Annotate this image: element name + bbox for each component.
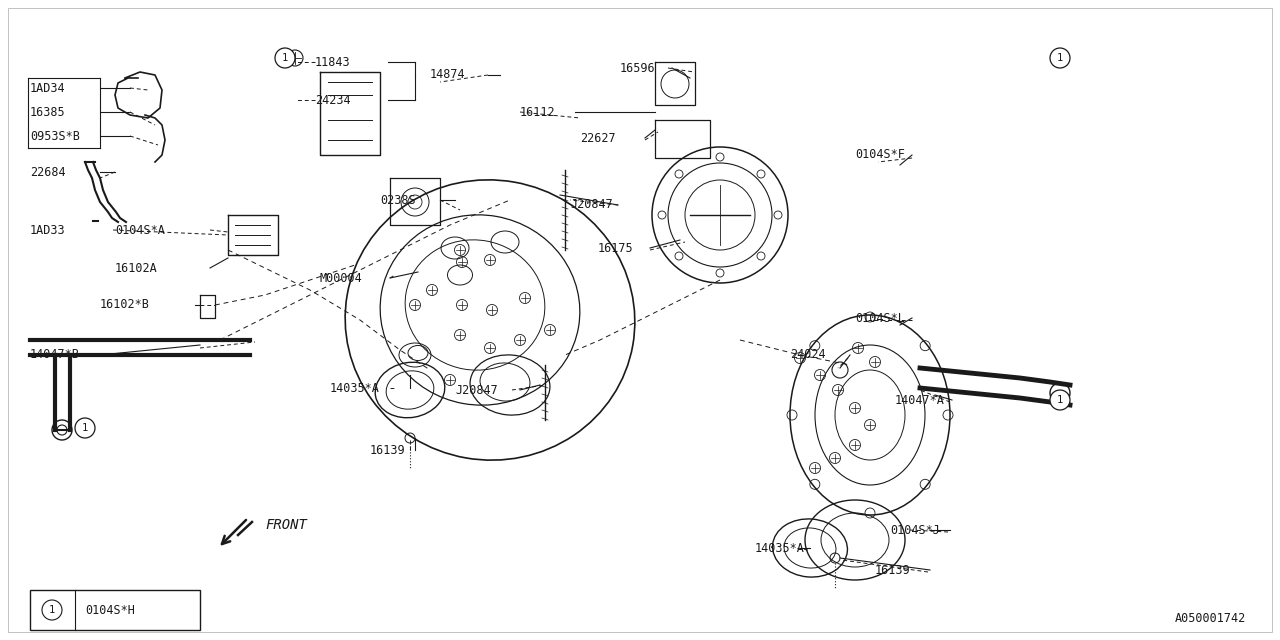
Text: 24024: 24024 <box>790 349 826 362</box>
Text: 16102*B: 16102*B <box>100 298 150 312</box>
Bar <box>29 590 200 630</box>
Text: 16385: 16385 <box>29 106 65 118</box>
Text: FRONT: FRONT <box>265 518 307 532</box>
Text: 1: 1 <box>1057 395 1064 405</box>
Text: 16596: 16596 <box>620 61 655 74</box>
Text: 16139: 16139 <box>370 444 406 456</box>
Text: 1AD33: 1AD33 <box>29 223 65 237</box>
Text: J20847: J20847 <box>570 198 613 211</box>
Text: J20847: J20847 <box>454 383 498 397</box>
Circle shape <box>76 418 95 438</box>
Text: 0953S*B: 0953S*B <box>29 129 79 143</box>
Text: 1: 1 <box>82 423 88 433</box>
Text: 16112: 16112 <box>520 106 556 118</box>
Text: 24234: 24234 <box>315 93 351 106</box>
Circle shape <box>1050 48 1070 68</box>
Text: 1: 1 <box>1057 53 1064 63</box>
Text: M00004: M00004 <box>320 271 362 285</box>
Text: 14047*A: 14047*A <box>895 394 945 406</box>
Text: A050001742: A050001742 <box>1175 611 1247 625</box>
Circle shape <box>275 48 294 68</box>
Text: 16175: 16175 <box>598 241 634 255</box>
Text: 16102A: 16102A <box>115 262 157 275</box>
Text: 14874: 14874 <box>430 68 466 81</box>
Text: 0104S*F: 0104S*F <box>855 148 905 161</box>
Text: 0238S: 0238S <box>380 193 416 207</box>
Text: 0104S*L: 0104S*L <box>855 312 905 324</box>
Text: 22684: 22684 <box>29 166 65 179</box>
Text: 0104S*J: 0104S*J <box>890 524 940 536</box>
Text: 11843: 11843 <box>315 56 351 68</box>
Text: 14035*A: 14035*A <box>755 541 805 554</box>
Text: 22627: 22627 <box>580 131 616 145</box>
Text: 0104S*A: 0104S*A <box>115 223 165 237</box>
Text: 14047*B: 14047*B <box>29 349 79 362</box>
Text: 1AD34: 1AD34 <box>29 81 65 95</box>
Text: 0104S*H: 0104S*H <box>84 604 134 616</box>
Text: 16139: 16139 <box>876 563 910 577</box>
Text: 1: 1 <box>282 53 288 63</box>
Text: 14035*A: 14035*A <box>330 381 380 394</box>
Circle shape <box>1050 390 1070 410</box>
Text: 1: 1 <box>49 605 55 615</box>
